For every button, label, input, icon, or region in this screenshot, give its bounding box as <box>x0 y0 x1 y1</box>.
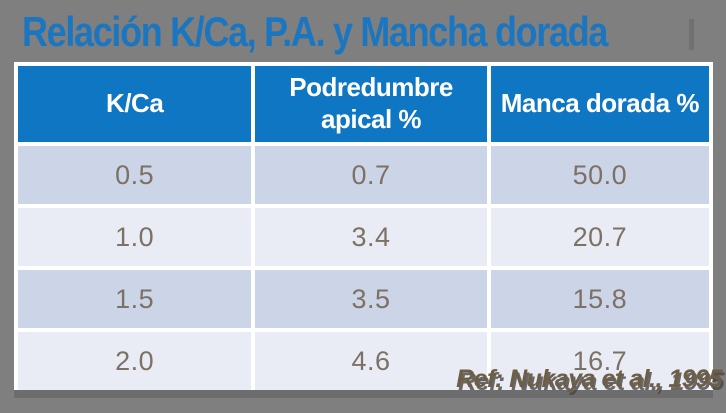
cell-mancha: 50.0 <box>490 146 709 204</box>
table-row: 0.5 0.7 50.0 <box>18 146 709 204</box>
cell-mancha: 15.8 <box>490 270 709 328</box>
cell-kca: 2.0 <box>18 332 252 390</box>
cell-pa: 3.4 <box>255 208 487 266</box>
kca-table: K/Ca Podredumbre apical % Manca dorada %… <box>14 62 713 394</box>
table-row: 2.0 4.6 16.7 <box>18 332 709 390</box>
cell-pa: 0.7 <box>255 146 487 204</box>
data-table: K/Ca Podredumbre apical % Manca dorada %… <box>14 62 713 390</box>
slide-title: Relación K/Ca, P.A. y Mancha dorada <box>22 8 608 55</box>
column-header-manca-dorada: Manca dorada % <box>490 66 709 142</box>
cell-mancha: 20.7 <box>490 208 709 266</box>
cell-pa: 3.5 <box>255 270 487 328</box>
cell-kca: 0.5 <box>18 146 252 204</box>
table-header-row: K/Ca Podredumbre apical % Manca dorada % <box>18 66 709 142</box>
cell-kca: 1.5 <box>18 270 252 328</box>
cell-pa: 4.6 <box>255 332 487 390</box>
column-header-podredumbre: Podredumbre apical % <box>255 66 487 142</box>
text-cursor-artifact <box>689 19 694 50</box>
column-header-kca: K/Ca <box>18 66 252 142</box>
table-row: 1.5 3.5 15.8 <box>18 270 709 328</box>
reference-citation: Ref: Nukaya et al., 1995 <box>456 365 722 393</box>
cell-kca: 1.0 <box>18 208 252 266</box>
table-row: 1.0 3.4 20.7 <box>18 208 709 266</box>
cell-mancha: 16.7 <box>490 332 709 390</box>
